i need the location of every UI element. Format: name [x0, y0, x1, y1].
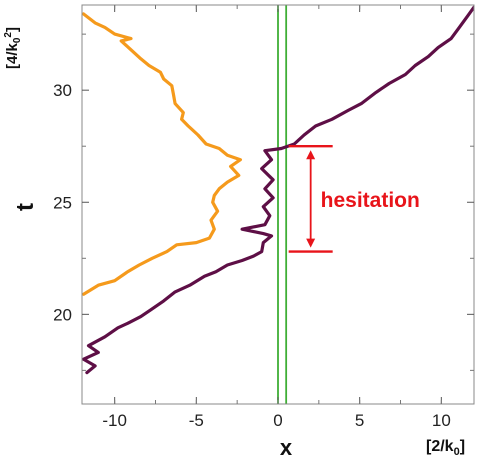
x-tick-label: 5 [355, 411, 364, 430]
x-axis-unit-subscript: 0 [454, 446, 460, 458]
x-axis-unit-text: [2/k [426, 438, 454, 455]
x-axis-unit-end: ] [460, 438, 465, 455]
hesitation-label: hesitation [321, 189, 420, 212]
x-tick-label: -10 [102, 411, 127, 430]
annotation: hesitation [288, 145, 420, 253]
y-axis-unit-end: ] [4, 27, 21, 32]
series-line-2 [82, 12, 242, 296]
y-tick-label: 25 [53, 193, 72, 212]
y-axis-unit-superscript: 2 [3, 32, 14, 38]
x-tick-label: 0 [273, 411, 282, 430]
y-tick-label: 20 [53, 305, 72, 324]
x-axis-label: x [280, 435, 293, 460]
x-axis-unit: [2/k0] [426, 438, 465, 458]
y-axis-unit-text: [4/k [4, 42, 21, 69]
y-axis-unit: [4/k02] [3, 27, 23, 69]
hesitation-arrowhead-up [306, 150, 316, 160]
series-line-1 [82, 5, 474, 375]
hesitation-arrowhead-down [306, 238, 316, 248]
x-tick-label: -5 [189, 411, 204, 430]
y-axis-unit-subscript: 0 [12, 37, 23, 43]
y-axis-label: t [12, 203, 39, 211]
plot-area [82, 5, 474, 404]
ticks: -10 -5 0 5 10 20 25 30 [53, 5, 474, 430]
y-tick-label: 30 [53, 81, 72, 100]
x-tick-label: 10 [432, 411, 451, 430]
